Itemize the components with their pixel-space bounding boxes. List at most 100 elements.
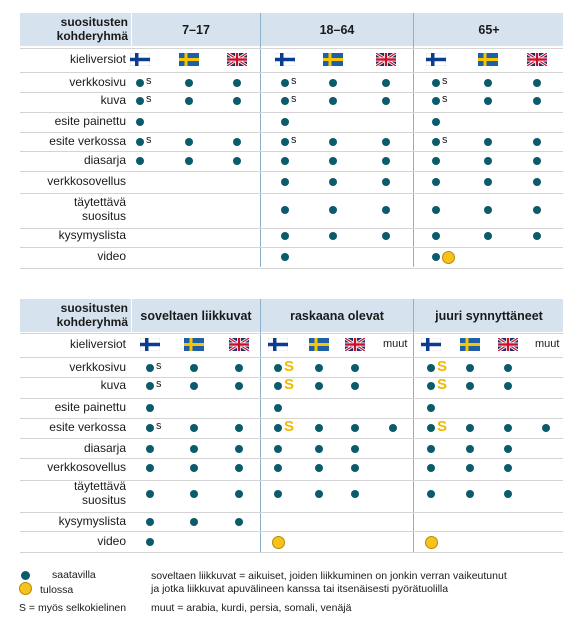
available-dot	[466, 364, 474, 372]
row-divider	[20, 171, 563, 172]
group-title: 7–17	[182, 23, 210, 37]
available-dot	[146, 445, 154, 453]
available-dot	[146, 382, 154, 390]
available-dot	[329, 232, 337, 240]
available-dot	[136, 97, 144, 105]
available-dot	[329, 138, 337, 146]
flag-gb-icon	[376, 53, 396, 66]
available-dot	[533, 97, 541, 105]
plain-language-mark: s	[291, 134, 297, 146]
row-label: video	[97, 534, 126, 548]
plain-language-print-mark: S	[437, 418, 448, 435]
group-title: 18–64	[319, 23, 355, 37]
plain-language-print-mark: S	[284, 418, 295, 435]
row-divider	[20, 48, 563, 49]
available-dot	[185, 157, 193, 165]
available-dot	[351, 464, 359, 472]
available-dot	[329, 79, 337, 87]
available-dot	[233, 138, 241, 146]
column-divider	[131, 299, 132, 553]
row-label: diasarja	[83, 441, 126, 455]
row-label: verkkosovellus	[47, 460, 126, 474]
available-dot	[190, 464, 198, 472]
available-dot	[146, 424, 154, 432]
row-label: diasarja	[83, 153, 126, 167]
row-divider	[20, 228, 563, 229]
available-dot	[329, 157, 337, 165]
plain-language-mark: s	[442, 134, 448, 146]
header-row-label: kohderyhmä	[56, 315, 128, 329]
available-dot	[329, 97, 337, 105]
column-divider	[260, 13, 261, 267]
available-dot	[235, 445, 243, 453]
available-dot	[235, 382, 243, 390]
available-dot	[146, 518, 154, 526]
available-dot	[466, 464, 474, 472]
available-dot	[533, 206, 541, 214]
available-dot	[146, 364, 154, 372]
available-dot	[146, 538, 154, 546]
available-dot	[432, 232, 440, 240]
available-dot	[382, 79, 390, 87]
available-dot	[466, 490, 474, 498]
available-dot	[484, 206, 492, 214]
available-dot	[432, 178, 440, 186]
row-divider	[20, 247, 563, 248]
available-dot	[533, 157, 541, 165]
plain-language-mark: s	[146, 134, 152, 146]
available-dot	[484, 138, 492, 146]
plain-language-mark: s	[156, 420, 162, 432]
printing-dot	[272, 536, 285, 549]
available-dot	[484, 232, 492, 240]
available-dot	[432, 118, 440, 126]
available-dot	[190, 490, 198, 498]
row-divider	[20, 458, 563, 459]
available-dot	[432, 206, 440, 214]
available-dot	[235, 518, 243, 526]
row-label: kuva	[100, 378, 126, 392]
row-label: verkkosivu	[69, 360, 126, 374]
row-label: esite verkossa	[49, 420, 126, 434]
row-label: verkkosivu	[69, 75, 126, 89]
flag-se-icon	[460, 338, 480, 351]
available-dot	[274, 404, 282, 412]
available-dot	[329, 178, 337, 186]
available-dot	[504, 424, 512, 432]
row-divider	[20, 268, 563, 269]
available-dot	[466, 424, 474, 432]
available-dot	[274, 490, 282, 498]
row-divider	[20, 480, 563, 481]
available-dot	[533, 178, 541, 186]
available-dot	[504, 445, 512, 453]
available-dot	[484, 157, 492, 165]
plain-language-print-mark: S	[284, 358, 295, 375]
row-label: kysymyslista	[58, 514, 126, 528]
row-divider	[20, 398, 563, 399]
plain-language-mark: s	[291, 93, 297, 105]
available-dot	[281, 79, 289, 87]
other-languages-label: muut	[383, 338, 408, 350]
available-dot	[185, 138, 193, 146]
available-dot	[382, 232, 390, 240]
flag-fi-icon	[130, 53, 150, 66]
available-dot	[146, 490, 154, 498]
available-dot	[427, 364, 435, 372]
row-label: täytettävä	[73, 479, 126, 493]
available-dot	[190, 445, 198, 453]
available-dot	[146, 404, 154, 412]
available-dot	[382, 97, 390, 105]
available-dot	[190, 518, 198, 526]
available-dot	[281, 157, 289, 165]
available-dot	[235, 490, 243, 498]
available-dot	[533, 232, 541, 240]
row-divider	[20, 333, 563, 334]
available-dot	[315, 382, 323, 390]
header-row-label: suositusten	[60, 15, 128, 29]
available-dot	[185, 79, 193, 87]
flag-gb-icon	[345, 338, 365, 351]
plain-language-mark: s	[146, 93, 152, 105]
row-label: kysymyslista	[58, 228, 126, 242]
plain-language-mark: s	[291, 75, 297, 87]
available-dot	[427, 464, 435, 472]
